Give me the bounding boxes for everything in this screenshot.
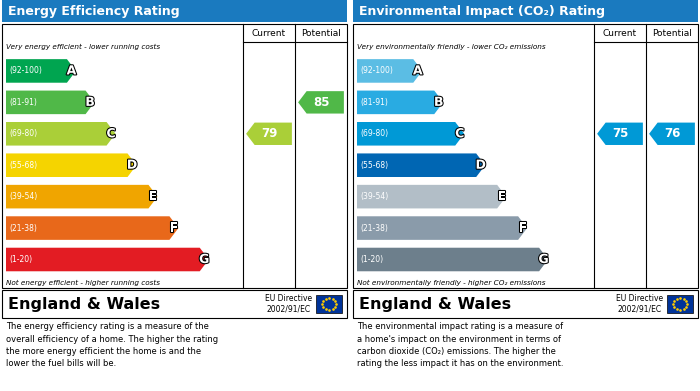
Text: (69-80): (69-80)	[9, 129, 37, 138]
Polygon shape	[6, 248, 209, 271]
Polygon shape	[357, 59, 422, 83]
Polygon shape	[6, 216, 178, 240]
Text: (92-100): (92-100)	[9, 66, 42, 75]
Bar	[353, 0, 698, 22]
Text: C: C	[455, 127, 464, 140]
Text: England & Wales: England & Wales	[8, 296, 160, 312]
Text: E: E	[498, 190, 506, 203]
Polygon shape	[357, 91, 443, 114]
Polygon shape	[357, 153, 485, 177]
Text: F: F	[169, 222, 178, 235]
Text: (69-80): (69-80)	[360, 129, 388, 138]
Bar	[2, 24, 347, 288]
Text: D: D	[475, 159, 486, 172]
Text: Potential: Potential	[301, 29, 341, 38]
Text: C: C	[106, 127, 116, 140]
Polygon shape	[357, 122, 464, 145]
Text: EU Directive
2002/91/EC: EU Directive 2002/91/EC	[616, 294, 663, 314]
Text: Very environmentally friendly - lower CO₂ emissions: Very environmentally friendly - lower CO…	[357, 44, 545, 50]
Text: F: F	[519, 222, 527, 235]
Bar	[353, 290, 698, 318]
Text: 75: 75	[612, 127, 628, 140]
Text: G: G	[199, 253, 209, 266]
Text: B: B	[434, 96, 444, 109]
Text: Very energy efficient - lower running costs: Very energy efficient - lower running co…	[6, 44, 160, 50]
Polygon shape	[6, 59, 76, 83]
Bar	[2, 0, 347, 22]
Polygon shape	[357, 185, 506, 208]
Text: The energy efficiency rating is a measure of the
overall efficiency of a home. T: The energy efficiency rating is a measur…	[6, 322, 218, 368]
Text: (92-100): (92-100)	[360, 66, 393, 75]
Text: EU Directive
2002/91/EC: EU Directive 2002/91/EC	[265, 294, 312, 314]
Text: B: B	[85, 96, 94, 109]
Text: Potential: Potential	[652, 29, 692, 38]
Polygon shape	[357, 248, 548, 271]
Text: A: A	[66, 65, 76, 77]
Text: (21-38): (21-38)	[9, 224, 37, 233]
Text: (55-68): (55-68)	[9, 161, 37, 170]
Text: (1-20): (1-20)	[360, 255, 383, 264]
Text: E: E	[148, 190, 158, 203]
Polygon shape	[357, 216, 527, 240]
Bar	[2, 290, 347, 318]
Text: G: G	[538, 253, 549, 266]
Text: Current: Current	[252, 29, 286, 38]
Text: 79: 79	[261, 127, 277, 140]
Text: Current: Current	[603, 29, 637, 38]
Bar	[353, 24, 698, 288]
Text: England & Wales: England & Wales	[359, 296, 511, 312]
Bar	[667, 295, 693, 313]
Text: (81-91): (81-91)	[9, 98, 37, 107]
Text: Environmental Impact (CO₂) Rating: Environmental Impact (CO₂) Rating	[359, 5, 605, 18]
Polygon shape	[6, 153, 136, 177]
Polygon shape	[6, 122, 116, 145]
Text: (39-54): (39-54)	[360, 192, 389, 201]
Text: Energy Efficiency Rating: Energy Efficiency Rating	[8, 5, 180, 18]
Text: (81-91): (81-91)	[360, 98, 388, 107]
Text: (55-68): (55-68)	[360, 161, 388, 170]
Text: Not energy efficient - higher running costs: Not energy efficient - higher running co…	[6, 280, 160, 286]
Text: A: A	[413, 65, 423, 77]
Polygon shape	[597, 123, 643, 145]
Text: Not environmentally friendly - higher CO₂ emissions: Not environmentally friendly - higher CO…	[357, 280, 545, 286]
Text: The environmental impact rating is a measure of
a home's impact on the environme: The environmental impact rating is a mea…	[357, 322, 564, 368]
Text: (1-20): (1-20)	[9, 255, 32, 264]
Text: D: D	[127, 159, 137, 172]
Text: (39-54): (39-54)	[9, 192, 37, 201]
Text: 76: 76	[664, 127, 680, 140]
Polygon shape	[649, 123, 695, 145]
Polygon shape	[6, 91, 94, 114]
Bar	[316, 295, 342, 313]
Polygon shape	[298, 91, 344, 113]
Polygon shape	[6, 185, 158, 208]
Text: 85: 85	[313, 96, 329, 109]
Text: (21-38): (21-38)	[360, 224, 388, 233]
Polygon shape	[246, 123, 292, 145]
